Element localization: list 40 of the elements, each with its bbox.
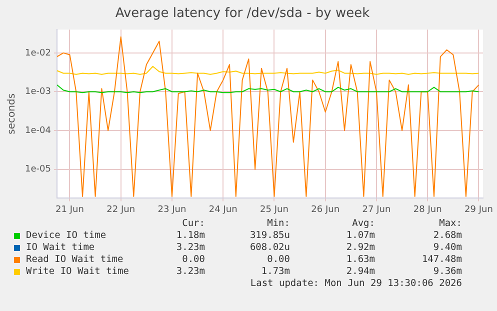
- x-tick-label: 24 Jun: [208, 204, 238, 215]
- legend-label: Write IO Wait time: [26, 266, 129, 277]
- y-tick-label: 1e-05: [24, 164, 51, 175]
- x-tick-label: 29 Jun: [464, 204, 493, 215]
- text: 319.85u: [250, 230, 290, 241]
- text: 147.48m: [422, 254, 462, 265]
- text: Last update: Mon Jun 29 13:30:06 2026: [250, 278, 462, 289]
- text: Avg:: [352, 218, 375, 229]
- y-tick-label: 1e-04: [24, 126, 52, 136]
- legend-label: IO Wait time: [26, 242, 95, 253]
- x-tick-label: 28 Jun: [413, 204, 442, 215]
- legend-label: Device IO time: [26, 230, 106, 241]
- text: 0.00: [182, 254, 205, 265]
- y-tick-label: 1e-02: [24, 48, 51, 58]
- text: 0.00: [267, 254, 290, 265]
- legend-label: Read IO Wait time: [26, 254, 124, 265]
- text: 1.07m: [346, 230, 375, 241]
- x-tick-label: 22 Jun: [106, 204, 136, 215]
- text: 9.40m: [433, 242, 462, 253]
- text: 3.23m: [176, 242, 205, 253]
- x-tick-label: 26 Jun: [311, 204, 340, 215]
- text: 9.36m: [433, 266, 462, 277]
- text: 3.23m: [176, 266, 205, 277]
- text: Max:: [439, 218, 462, 229]
- text: Cur:: [182, 218, 205, 229]
- x-tick-label: 27 Jun: [362, 204, 391, 215]
- text: 1.73m: [261, 266, 290, 277]
- x-tick-label: 23 Jun: [158, 204, 186, 215]
- y-tick-label: 1e-03: [24, 87, 51, 98]
- text: Min:: [267, 218, 290, 229]
- chart-title: Average latency for /dev/sda - by week: [115, 6, 370, 22]
- text: 2.68m: [433, 230, 462, 241]
- x-tick-label: 25 Jun: [260, 204, 288, 215]
- text: 608.02u: [250, 242, 290, 253]
- y-axis-title: seconds: [6, 93, 18, 134]
- text: 1.18m: [176, 230, 205, 241]
- text: 2.92m: [346, 242, 375, 253]
- text: 1.63m: [346, 254, 375, 265]
- text: 2.94m: [346, 266, 375, 277]
- x-tick-label: 21 Jun: [56, 204, 84, 215]
